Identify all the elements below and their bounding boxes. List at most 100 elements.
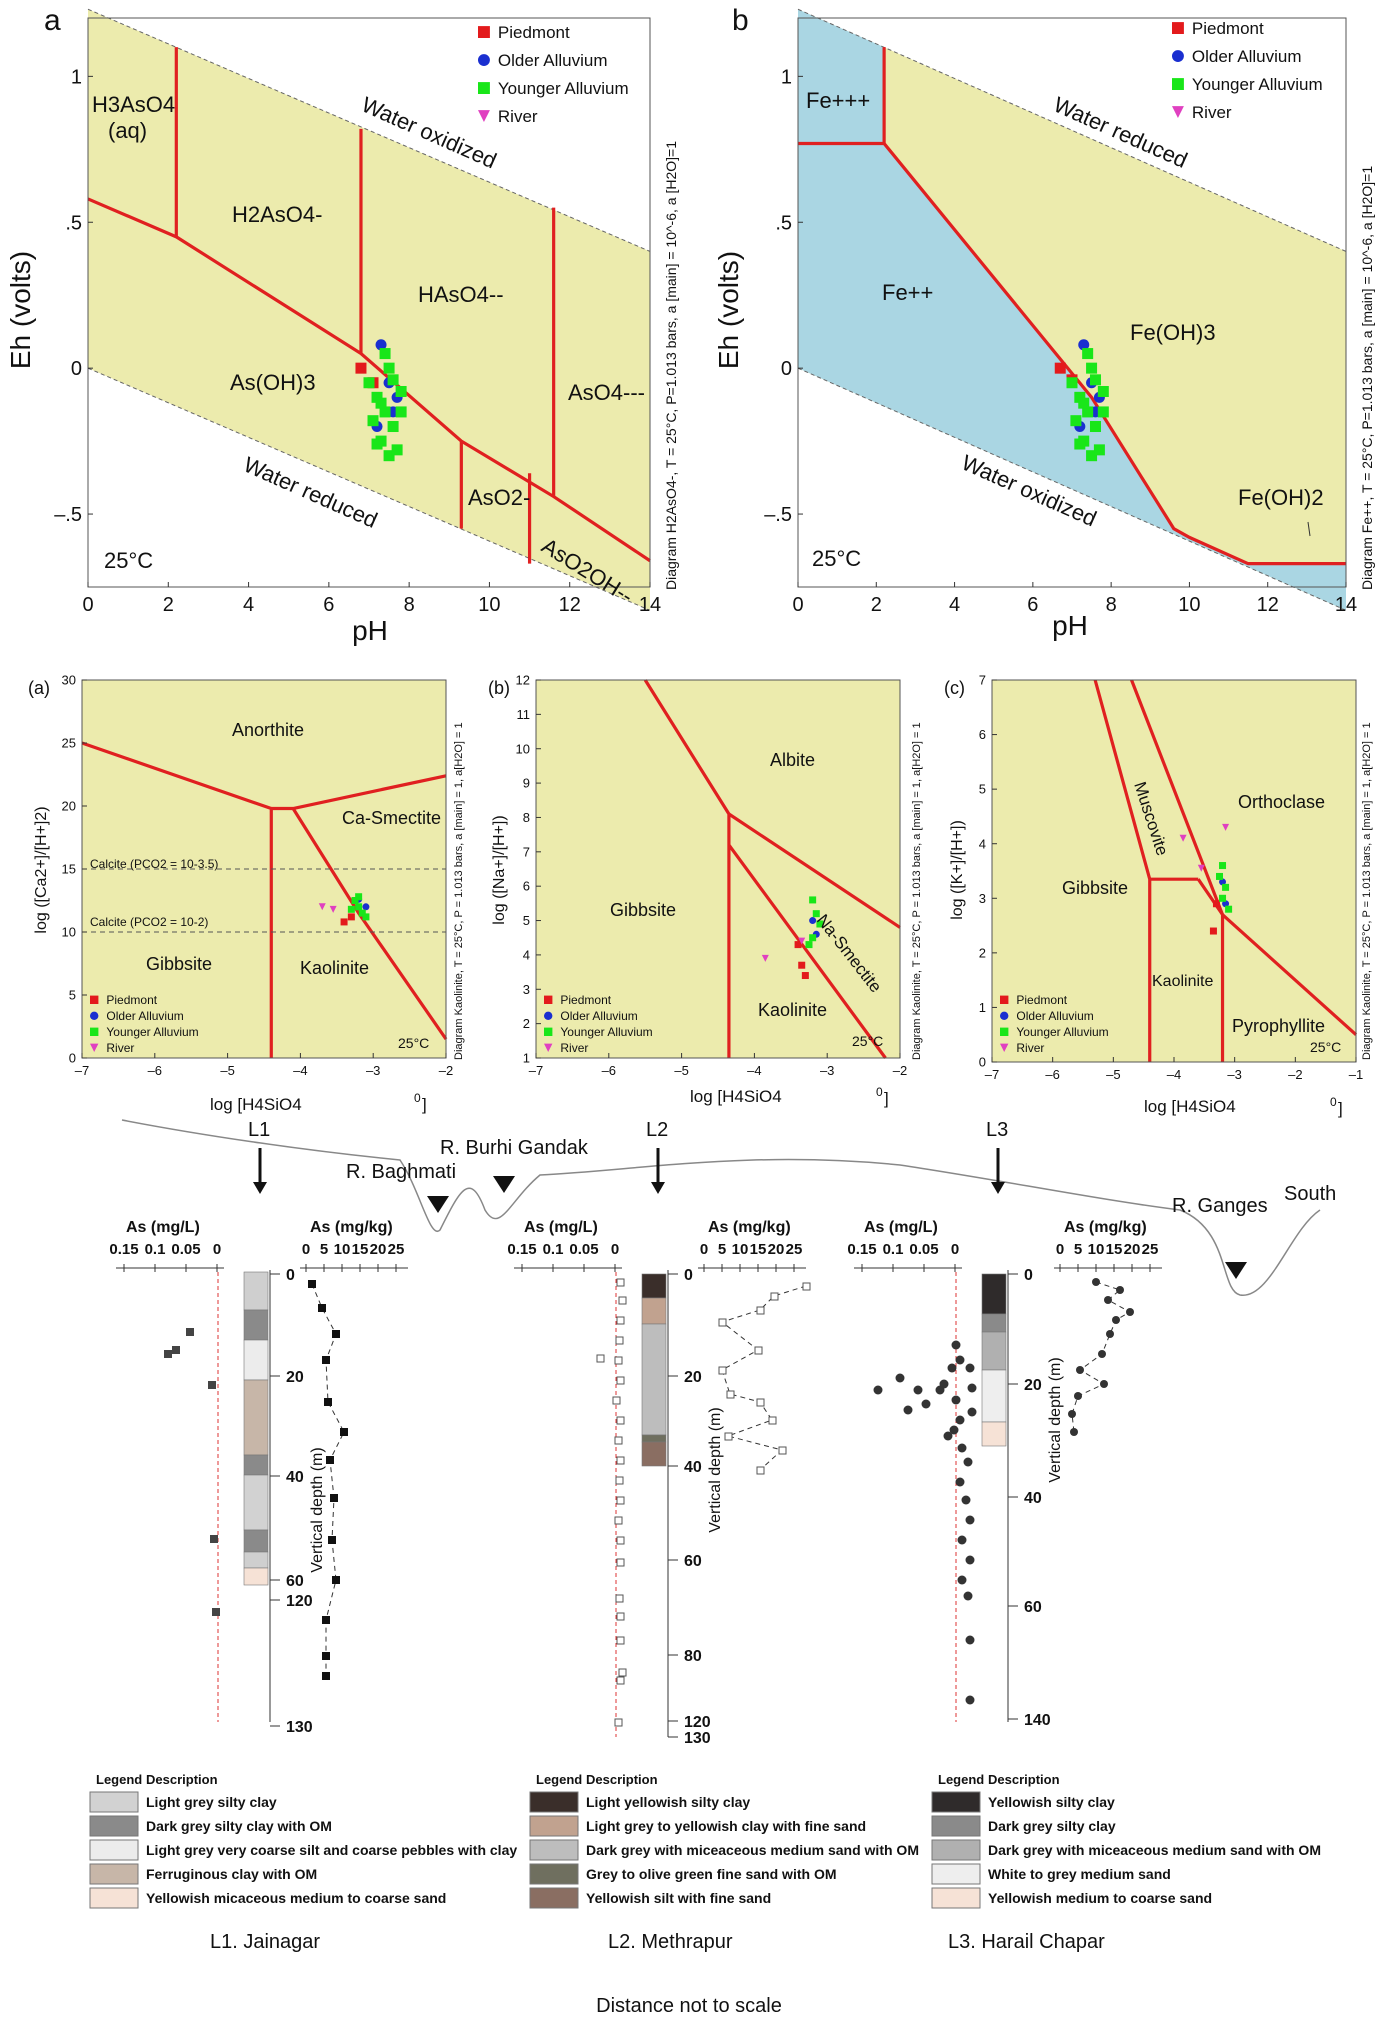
y-tick-label: 6 [979, 727, 986, 742]
younger-alluvium-point [358, 909, 366, 917]
as-water-point [616, 1496, 625, 1505]
legend-label-older: Older Alluvium [1016, 1009, 1093, 1023]
y-tick-label: 25 [62, 736, 76, 751]
y-tick-label: .5 [775, 212, 792, 234]
borehole-label: L1 [248, 1119, 270, 1141]
borehole-arrowhead [253, 1182, 267, 1194]
younger-alluvium-point [371, 391, 383, 403]
water-reduced-line [797, 8, 1347, 252]
legend-label-younger: Younger Alluvium [560, 1025, 652, 1039]
y-tick-label: –.5 [54, 504, 82, 526]
depth-tick-label: 20 [1024, 1377, 1042, 1394]
depth-tick-label: 120 [684, 1714, 711, 1731]
river-point [329, 905, 337, 913]
legend-marker-older [1172, 50, 1184, 62]
field-label: Anorthite [232, 720, 304, 740]
as-sediment-point [1098, 1350, 1106, 1358]
x-tick-label: 2 [871, 594, 882, 616]
superscript-zero: 0 [1330, 1095, 1337, 1109]
y-axis-label: Eh (volts) [5, 251, 36, 369]
x-tick-label: 0 [82, 594, 93, 616]
field-label: Fe++ [882, 280, 933, 305]
as-water-point [616, 1376, 625, 1385]
older-alluvium-point [1219, 878, 1227, 886]
as-water-point [951, 1395, 961, 1405]
as-sediment-point [332, 1576, 340, 1584]
legend-label-river: River [1016, 1041, 1044, 1055]
depth-tick-label: 60 [1024, 1599, 1042, 1616]
legend-item-label: Dark grey with miceaceous medium sand wi… [586, 1842, 919, 1858]
fe-ion-field [798, 9, 1346, 611]
as-water-point [965, 1363, 975, 1373]
as-water-tick-label: 0.15 [847, 1241, 876, 1258]
younger-alluvium-point [355, 903, 363, 911]
depth-axis-label: Vertical depth (m) [707, 1407, 724, 1532]
y-tick-label: 6 [523, 879, 530, 894]
legend-item-label: Yellowish medium to coarse sand [988, 1890, 1212, 1906]
as-water-tick-label: 0.05 [171, 1241, 200, 1258]
river-point [1222, 823, 1230, 831]
eh-ph-plot-a: 0 2 4 6 8 10 12 14 1 .5 0 –.5 a H3AsO4(aq) H2AsO4- HAsO… [5, 4, 679, 646]
as-sediment-point [1126, 1308, 1134, 1316]
field-label: As(OH)3 [230, 370, 316, 395]
legend-swatch [529, 1839, 579, 1861]
x-tick-label: –3 [1227, 1067, 1241, 1082]
as-water-point [965, 1515, 975, 1525]
legend-label-older: Older Alluvium [498, 51, 608, 70]
lithology-layer [981, 1331, 1007, 1371]
legend-label-piedmont: Piedmont [1016, 993, 1067, 1007]
younger-alluvium-point [1082, 406, 1094, 418]
phase-boundary-2 [1130, 679, 1225, 916]
field-label: Fe(OH)2 [1238, 485, 1324, 510]
as-sediment-tick-label: 5 [1074, 1241, 1082, 1258]
as-sediment-tick-label: 0 [1056, 1241, 1064, 1258]
y-tick-label: .5 [65, 212, 82, 234]
legend-marker-piedmont [1172, 22, 1184, 34]
as-water-point [615, 1594, 624, 1603]
phase-boundary-4 [1221, 913, 1358, 1036]
y-tick-label: 3 [979, 891, 986, 906]
legend-swatch [89, 1863, 139, 1885]
phase-boundary-2 [727, 843, 887, 1059]
younger-alluvium-point [1219, 862, 1227, 870]
as-sediment-point [308, 1280, 316, 1288]
water-table-marker [427, 1196, 449, 1213]
field-label: Fe+++ [806, 88, 870, 113]
as-sediment-point [754, 1346, 763, 1355]
younger-alluvium-point [1089, 374, 1101, 386]
field-label: Albite [770, 750, 815, 770]
legend-swatch [529, 1815, 579, 1837]
piedmont-point [798, 961, 806, 969]
as-sediment-point [1068, 1410, 1076, 1418]
younger-alluvium-point [362, 913, 370, 921]
depth-tick-label: 20 [684, 1369, 702, 1386]
river-label: South [1284, 1183, 1336, 1205]
younger-alluvium-point [809, 896, 817, 904]
older-alluvium-point [1222, 900, 1230, 908]
as-sediment-tick-label: 20 [370, 1241, 387, 1258]
legend-label-piedmont: Piedmont [1192, 19, 1264, 38]
as-sediment-point [1116, 1286, 1124, 1294]
as-sediment-tick-label: 20 [1124, 1241, 1141, 1258]
x-tick-label: –4 [747, 1063, 761, 1078]
y-tick-label: 1 [523, 1051, 530, 1066]
as-sediment-tick-label: 20 [768, 1241, 785, 1258]
as-sediment-point [756, 1306, 765, 1315]
x-tick-label: –5 [1106, 1067, 1120, 1082]
y-tick-label: 5 [979, 782, 986, 797]
as-sediment-point [718, 1318, 727, 1327]
borehole-name: L3. Harail Chapar [948, 1931, 1105, 1953]
legend-swatch [931, 1839, 981, 1861]
lithology-layer [641, 1441, 667, 1467]
as-sediment-tick-label: 15 [1106, 1241, 1123, 1258]
field-label: Kaolinite [758, 1000, 827, 1020]
x-tick-label: 8 [404, 594, 415, 616]
x-axis-label: log [H4SiO4 [1144, 1097, 1236, 1116]
diagram-note: Diagram Kaolinite, T = 25°C, P = 1.013 b… [911, 722, 923, 1060]
as-water-point [615, 1476, 624, 1485]
lithology-layer [243, 1567, 269, 1586]
water-table-marker [493, 1176, 515, 1193]
younger-alluvium-point [347, 905, 355, 913]
water-oxidized-line [87, 8, 651, 252]
younger-alluvium-point [1086, 362, 1098, 374]
